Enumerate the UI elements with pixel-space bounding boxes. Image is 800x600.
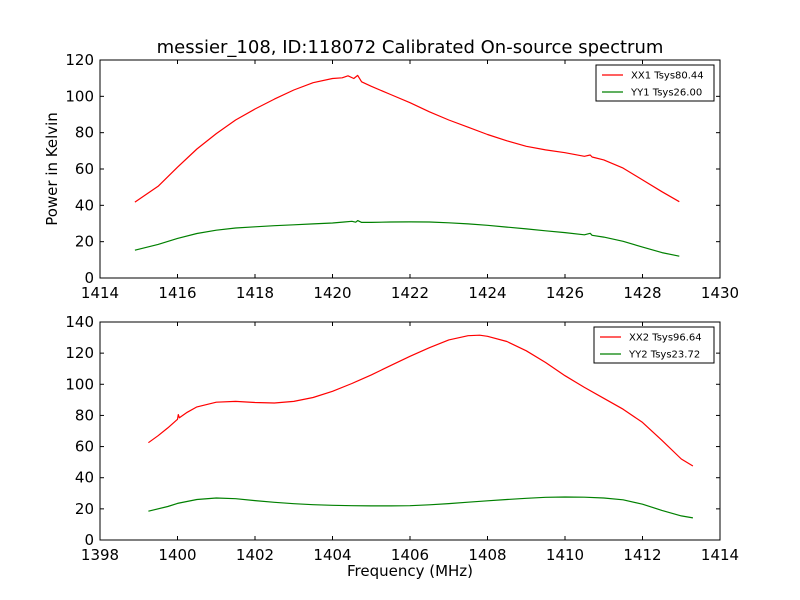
x-tick-label: 1404 [313,546,351,564]
x-tick-label: 1408 [468,546,506,564]
y-tick-label: 120 [65,51,94,69]
series-line-yy [134,220,680,257]
x-tick-label: 1418 [236,284,274,302]
legend-label: XX1 Tsys80.44 [631,71,704,82]
legend-label: YY1 Tsys26.00 [630,88,702,99]
x-tick-label: 1402 [236,546,274,564]
y-tick-label: 80 [75,406,94,424]
legend-label: XX2 Tsys96.64 [629,333,702,344]
legend-box [593,326,715,364]
chart-title: messier_108, ID:118072 Calibrated On-sou… [157,37,664,58]
x-tick-label: 1406 [391,546,429,564]
x-tick-label: 1414 [701,546,739,564]
y-tick-label: 100 [65,375,94,393]
x-tick-label: 1412 [623,546,661,564]
x-tick-label: 1398 [81,546,119,564]
x-tick-label: 1410 [546,546,584,564]
y-tick-label: 0 [84,531,94,549]
y-tick-label: 100 [65,87,94,105]
y-tick-label: 40 [75,196,94,214]
x-tick-label: 1422 [391,284,429,302]
y-tick-label: 0 [84,269,94,287]
legend: XX1 Tsys80.44 YY1 Tsys26.00 [595,64,715,102]
y-tick-label: 60 [75,160,94,178]
top-plot: 1414 1416 1418 1420 1422 1424 1426 1428 1430 0 20 4… [65,51,739,302]
y-tick-label: 20 [75,500,94,518]
y-tick-label: 140 [65,313,94,331]
bottom-plot: 1398 1400 1402 1404 1406 1408 1410 1412 1414 0 20 4… [65,313,739,564]
y-tick-label: 120 [65,344,94,362]
x-tick-label: 1416 [158,284,196,302]
series-line-yy [148,496,694,519]
legend-box [595,64,715,102]
legend: XX2 Tsys96.64 YY2 Tsys23.72 [593,326,715,364]
y-axis-label: Power in Kelvin [43,112,61,226]
x-tick-label: 1424 [468,284,506,302]
x-tick-label: 1400 [158,546,196,564]
y-tick-label: 80 [75,124,94,142]
y-tick-label: 20 [75,233,94,251]
x-tick-label: 1426 [546,284,584,302]
series-line-xx [134,74,680,203]
y-tick-label: 60 [75,438,94,456]
x-tick-label: 1428 [623,284,661,302]
x-axis-label: Frequency (MHz) [347,562,473,580]
series-line-xx [148,334,694,467]
y-tick-label: 40 [75,469,94,487]
x-tick-label: 1430 [701,284,739,302]
x-tick-label: 1420 [313,284,351,302]
legend-label: YY2 Tsys23.72 [628,350,700,361]
x-tick-label: 1414 [81,284,119,302]
